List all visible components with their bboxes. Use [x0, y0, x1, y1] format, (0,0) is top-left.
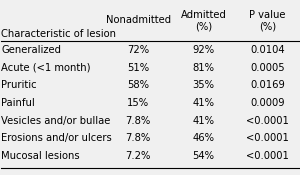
- Text: 46%: 46%: [193, 133, 214, 143]
- Text: 92%: 92%: [192, 45, 214, 55]
- Text: Erosions and/or ulcers: Erosions and/or ulcers: [2, 133, 112, 143]
- Text: 0.0005: 0.0005: [250, 63, 285, 73]
- Text: 0.0009: 0.0009: [250, 98, 285, 108]
- Text: P value
(%): P value (%): [249, 9, 286, 31]
- Text: Admitted
(%): Admitted (%): [181, 9, 226, 31]
- Text: 15%: 15%: [127, 98, 149, 108]
- Text: 35%: 35%: [193, 80, 214, 90]
- Text: 7.8%: 7.8%: [125, 116, 151, 126]
- Text: Pruritic: Pruritic: [2, 80, 37, 90]
- Text: <0.0001: <0.0001: [246, 151, 289, 161]
- Text: 58%: 58%: [127, 80, 149, 90]
- Text: <0.0001: <0.0001: [246, 133, 289, 143]
- Text: 41%: 41%: [193, 98, 214, 108]
- Text: 0.0169: 0.0169: [250, 80, 285, 90]
- Text: Acute (<1 month): Acute (<1 month): [2, 63, 91, 73]
- Text: 54%: 54%: [193, 151, 214, 161]
- Text: 51%: 51%: [127, 63, 149, 73]
- Text: Generalized: Generalized: [2, 45, 61, 55]
- Text: 0.0104: 0.0104: [250, 45, 285, 55]
- Text: 72%: 72%: [127, 45, 149, 55]
- Text: Nonadmitted: Nonadmitted: [106, 15, 171, 25]
- Text: 7.8%: 7.8%: [125, 133, 151, 143]
- Text: 81%: 81%: [193, 63, 214, 73]
- Text: Mucosal lesions: Mucosal lesions: [2, 151, 80, 161]
- Text: Painful: Painful: [2, 98, 35, 108]
- Text: <0.0001: <0.0001: [246, 116, 289, 126]
- Text: 41%: 41%: [193, 116, 214, 126]
- Text: Characteristic of lesion: Characteristic of lesion: [2, 29, 116, 39]
- Text: Vesicles and/or bullae: Vesicles and/or bullae: [2, 116, 111, 126]
- Text: 7.2%: 7.2%: [125, 151, 151, 161]
